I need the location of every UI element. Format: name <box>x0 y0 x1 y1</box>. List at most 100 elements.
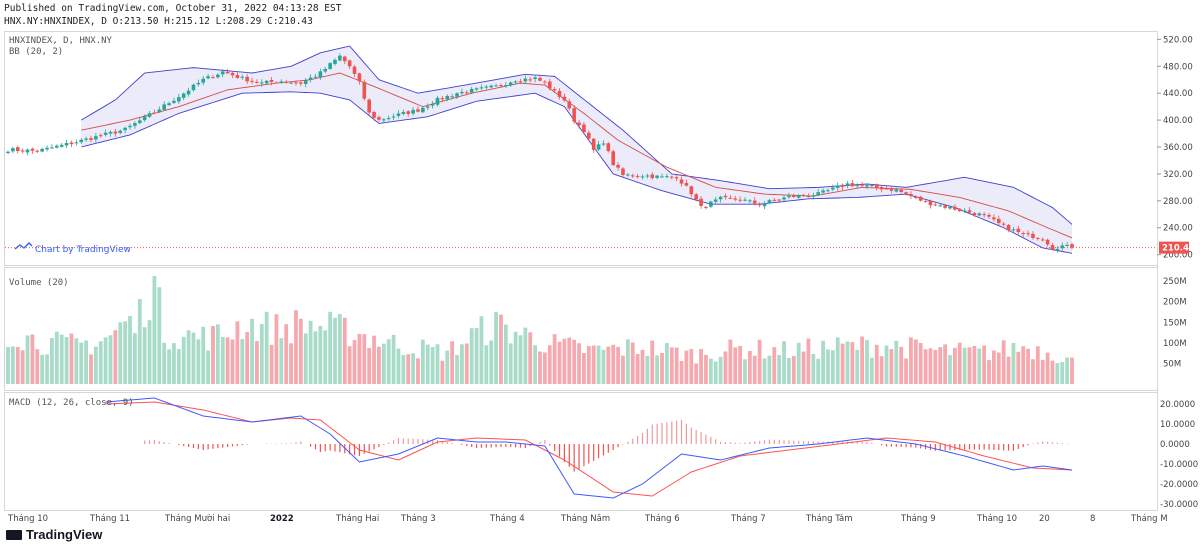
candle <box>948 206 952 210</box>
candle-body <box>464 92 469 94</box>
volume-bar <box>386 339 391 384</box>
candle-body <box>64 143 69 146</box>
candle-body <box>1001 223 1006 225</box>
volume-bar <box>952 347 957 384</box>
candle <box>992 214 996 222</box>
candle <box>191 83 196 92</box>
volume-bar <box>538 351 542 384</box>
volume-bar <box>435 344 440 384</box>
candle <box>582 121 586 135</box>
candle <box>845 180 850 189</box>
candle-body <box>1006 224 1011 231</box>
volume-bar <box>79 342 84 384</box>
tradingview-logo-icon <box>6 529 22 540</box>
candle <box>538 74 542 82</box>
volume-bar <box>132 333 137 384</box>
volume-bar <box>1021 346 1026 384</box>
volume-bar <box>679 360 684 384</box>
volume-bar <box>923 349 928 384</box>
candle <box>508 81 513 87</box>
candle-body <box>118 130 123 133</box>
candle-body <box>196 82 201 85</box>
time-axis-label: Tháng 11 <box>89 514 130 524</box>
candle <box>411 107 415 116</box>
volume-bar <box>259 324 264 384</box>
candle <box>723 193 728 200</box>
candle-body <box>518 81 523 83</box>
footer-brand[interactable]: TradingView <box>6 527 102 542</box>
candle-body <box>679 179 684 184</box>
candle-body <box>577 122 581 126</box>
candle <box>45 145 49 152</box>
candle <box>831 184 835 192</box>
candle-body <box>567 101 572 109</box>
candle-body <box>84 138 88 140</box>
candle-body <box>665 176 669 178</box>
candle-body <box>918 196 923 201</box>
volume-bar <box>494 312 498 384</box>
candle <box>645 173 650 179</box>
volume-bar <box>660 352 664 384</box>
volume-bar <box>220 336 225 384</box>
candle <box>528 76 533 83</box>
volume-bar <box>157 287 162 384</box>
candle-body <box>98 135 103 137</box>
volume-bar <box>45 354 49 384</box>
candle-body <box>245 76 249 82</box>
candle-body <box>767 200 772 204</box>
candle <box>118 129 123 135</box>
volume-bar <box>147 320 152 384</box>
candle <box>147 111 152 119</box>
candle-body <box>874 184 879 188</box>
candle <box>791 193 796 198</box>
candle <box>1065 242 1069 247</box>
volume-bar <box>113 330 118 384</box>
candlestick-series <box>6 53 1074 253</box>
candle-body <box>948 206 952 209</box>
candle <box>943 203 947 210</box>
volume-bar <box>713 361 718 384</box>
candle <box>806 193 811 198</box>
candle-body <box>318 71 323 78</box>
volume-bar <box>899 346 904 384</box>
volume-bar <box>547 345 552 384</box>
candle-body <box>538 77 542 81</box>
candle <box>108 130 113 137</box>
candle <box>972 211 977 217</box>
candle-body <box>894 189 899 192</box>
volume-bar <box>93 346 98 384</box>
candle-body <box>616 164 620 168</box>
volume-bar <box>215 324 220 384</box>
volume-bar <box>621 355 625 384</box>
candle <box>567 98 572 111</box>
candle <box>172 97 176 105</box>
time-axis-label: Tháng Tám <box>805 514 853 524</box>
candle <box>152 109 157 115</box>
candle-body <box>1055 248 1060 251</box>
volume-bar <box>40 354 45 384</box>
volume-bar <box>84 340 88 384</box>
volume-bar <box>884 345 889 384</box>
candle <box>928 199 933 209</box>
candle <box>967 207 972 214</box>
candle-body <box>20 150 25 152</box>
volume-bar <box>811 353 816 384</box>
candle-body <box>1016 228 1021 233</box>
volume-bar <box>167 349 171 384</box>
volume-bar <box>396 348 401 384</box>
volume-bar <box>684 350 689 384</box>
candle <box>264 79 269 85</box>
volume-bar <box>372 335 376 384</box>
candle-body <box>367 99 371 113</box>
candle <box>616 162 620 171</box>
volume-bar <box>1026 348 1030 384</box>
volume-bar <box>757 339 762 384</box>
candle-body <box>611 151 616 166</box>
volume-bar <box>196 339 201 384</box>
volume-bar <box>982 345 987 384</box>
candle <box>55 144 59 149</box>
candle <box>406 110 411 117</box>
candle <box>323 66 328 74</box>
candle-body <box>762 203 767 207</box>
